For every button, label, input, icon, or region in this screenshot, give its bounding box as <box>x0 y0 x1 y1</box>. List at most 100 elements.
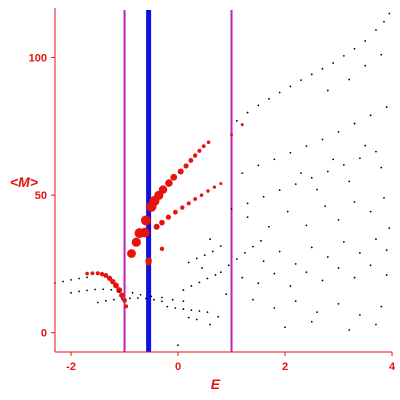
background-point <box>70 278 72 281</box>
background-point <box>310 246 313 249</box>
background-point <box>383 196 385 199</box>
background-point <box>353 47 356 50</box>
background-point <box>310 320 313 323</box>
background-point <box>177 344 179 347</box>
background-point <box>364 144 367 147</box>
background-point <box>150 295 153 298</box>
background-point <box>94 288 97 291</box>
background-point <box>342 54 345 57</box>
background-point <box>385 274 388 276</box>
background-point <box>348 329 351 331</box>
highlight-point <box>206 189 210 193</box>
highlight-point <box>140 215 151 226</box>
highlight-point <box>212 185 217 189</box>
background-point <box>294 300 297 302</box>
background-point <box>380 53 383 56</box>
background-point <box>337 267 340 269</box>
background-point <box>182 308 185 310</box>
background-point <box>139 293 142 296</box>
background-point <box>332 62 335 64</box>
x-axis-title: E <box>211 376 221 392</box>
background-point <box>187 316 190 319</box>
background-point <box>348 78 351 81</box>
background-point <box>219 245 222 247</box>
background-point <box>128 297 131 300</box>
highlight-point <box>124 304 129 309</box>
background-point <box>388 12 391 15</box>
background-point <box>211 250 214 253</box>
background-point <box>262 195 265 198</box>
background-point <box>203 254 206 257</box>
highlight-point <box>153 223 160 230</box>
background-point <box>235 119 238 122</box>
background-point <box>102 288 105 291</box>
background-point <box>198 281 201 284</box>
highlight-point <box>165 179 173 187</box>
background-point <box>326 256 329 258</box>
background-point <box>294 263 297 265</box>
background-point <box>326 89 329 92</box>
highlight-point <box>158 185 168 194</box>
background-point <box>230 207 233 210</box>
background-point <box>268 97 270 100</box>
highlight-point <box>145 259 152 266</box>
background-point <box>209 323 212 326</box>
background-point <box>380 166 383 169</box>
background-point <box>337 302 340 305</box>
background-point <box>369 264 372 267</box>
background-point <box>243 252 246 254</box>
background-point <box>337 130 340 133</box>
background-point <box>359 252 361 254</box>
y-tick-label: 100 <box>29 53 47 65</box>
background-point <box>278 91 281 94</box>
background-point <box>201 267 204 269</box>
highlight-point <box>186 201 191 206</box>
background-point <box>375 29 377 31</box>
background-point <box>246 202 249 205</box>
background-point <box>209 238 212 241</box>
background-point <box>273 158 276 161</box>
background-point <box>195 318 198 321</box>
background-point <box>110 288 113 291</box>
background-point <box>182 300 185 302</box>
highlight-point <box>127 249 136 258</box>
background-point <box>260 239 262 242</box>
highlight-point <box>95 271 100 276</box>
background-point <box>369 210 372 213</box>
background-point <box>289 151 292 154</box>
background-point <box>278 189 281 192</box>
background-point <box>187 261 190 264</box>
highlight-point <box>206 140 211 145</box>
highlight-point <box>106 275 113 281</box>
highlight-point <box>240 123 244 127</box>
background-point <box>257 104 260 107</box>
highlight-point <box>119 292 125 299</box>
highlight-point <box>113 282 119 289</box>
x-tick-label: -2 <box>66 361 76 373</box>
highlight-point <box>177 168 184 175</box>
background-point <box>174 307 177 309</box>
background-point <box>206 277 209 280</box>
background-point <box>388 227 391 230</box>
background-point <box>342 241 345 243</box>
background-point <box>337 219 340 221</box>
background-point <box>324 205 327 208</box>
background-point <box>326 170 329 173</box>
background-point <box>364 40 367 42</box>
background-point <box>86 289 88 292</box>
background-point <box>252 245 254 248</box>
background-point <box>195 257 198 260</box>
background-point <box>112 298 115 301</box>
background-point <box>190 285 193 287</box>
background-point <box>78 277 80 280</box>
x-tick-label: 0 <box>175 361 181 373</box>
background-point <box>273 307 276 309</box>
background-point <box>286 210 289 213</box>
background-point <box>375 150 377 153</box>
highlight-point <box>192 153 198 158</box>
highlight-point <box>165 214 172 220</box>
background-point <box>137 297 139 299</box>
background-point <box>78 290 80 293</box>
background-point <box>321 67 324 70</box>
